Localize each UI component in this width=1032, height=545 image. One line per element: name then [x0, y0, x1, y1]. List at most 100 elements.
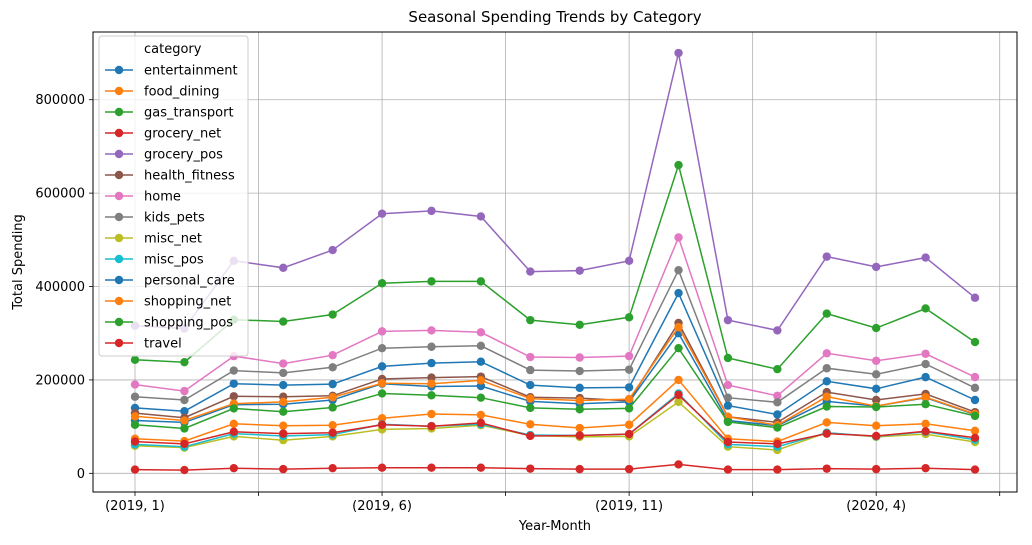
data-point: [674, 233, 683, 242]
data-point: [822, 309, 831, 318]
data-point: [427, 391, 436, 400]
data-point: [970, 372, 980, 382]
data-point: [229, 379, 239, 388]
data-point: [427, 358, 436, 368]
data-point: [377, 420, 387, 429]
data-point: [427, 206, 436, 216]
legend-entry: food_dining: [105, 85, 219, 100]
data-point: [773, 326, 782, 335]
legend-marker: [114, 128, 124, 138]
data-point: [377, 463, 387, 472]
series-line: [134, 52, 976, 332]
data-point: [130, 355, 140, 365]
legend-marker: [114, 86, 124, 96]
data-point: [180, 416, 189, 425]
data-point: [822, 418, 831, 427]
data-point: [229, 392, 239, 401]
data-point: [723, 353, 733, 363]
data-point: [575, 423, 584, 433]
data-point: [377, 362, 387, 371]
y-tick-label: 0: [77, 467, 85, 482]
data-point: [773, 465, 782, 474]
series-line: [134, 162, 976, 371]
data-point: [624, 256, 634, 266]
series-line: [134, 291, 976, 416]
data-point: [674, 343, 683, 353]
data-point: [575, 366, 584, 376]
data-point: [773, 439, 782, 449]
data-point: [723, 393, 733, 402]
data-point: [773, 398, 782, 407]
legend-label: misc_pos: [144, 253, 204, 268]
data-point: [476, 277, 486, 286]
data-point: [674, 390, 683, 400]
data-point: [229, 404, 239, 413]
data-point: [180, 357, 189, 367]
data-point: [377, 343, 387, 353]
data-point: [526, 420, 535, 429]
y-tick-label: 600000: [35, 187, 85, 202]
legend-marker: [114, 212, 124, 222]
legend-marker: [114, 149, 124, 159]
data-point: [674, 265, 683, 275]
data-point: [377, 378, 387, 388]
x-axis: (2019, 1) (2019, 6) (2019, 11) (2020, 4): [105, 492, 1001, 514]
series-grocery-net: [130, 460, 980, 475]
series-gas-transport: [130, 160, 980, 374]
data-point: [377, 327, 387, 336]
data-point: [130, 392, 140, 401]
legend: category entertainment food_dining gas_tran…: [98, 35, 249, 357]
y-axis: 0 200000 400000 600000 800000: [35, 93, 93, 482]
data-point: [871, 431, 881, 441]
data-point: [377, 279, 387, 288]
data-point: [723, 380, 733, 390]
data-point: [575, 431, 584, 440]
data-point: [526, 315, 535, 325]
data-point: [575, 396, 584, 405]
data-point: [476, 341, 486, 351]
legend-marker: [114, 191, 124, 201]
data-point: [279, 368, 288, 378]
data-point: [921, 304, 930, 313]
data-point: [279, 263, 288, 273]
data-point: [822, 364, 831, 373]
series-personal-care: [130, 329, 980, 430]
legend-marker: [114, 65, 124, 75]
legend-label: food_dining: [144, 85, 219, 100]
legend-label: grocery_pos: [144, 148, 223, 163]
data-point: [970, 337, 980, 347]
data-point: [970, 395, 980, 405]
data-point: [871, 395, 881, 405]
data-point: [970, 465, 980, 474]
data-point: [279, 317, 288, 326]
legend-entry: travel: [105, 337, 182, 352]
x-tick-label: (2019, 1): [105, 499, 165, 514]
data-point: [822, 429, 831, 438]
series-line: [134, 235, 976, 397]
legend-box: [98, 35, 249, 357]
legend-entry: gas_transport: [105, 106, 234, 121]
data-point: [328, 421, 337, 430]
legend-entry: home: [105, 190, 181, 205]
data-point: [279, 429, 288, 438]
data-point: [970, 411, 980, 421]
data-point: [575, 266, 584, 275]
data-point: [921, 400, 930, 409]
legend-entry: personal_care: [105, 274, 235, 289]
data-point: [674, 375, 683, 385]
data-point: [624, 383, 634, 392]
data-point: [377, 414, 387, 423]
legend-label: personal_care: [144, 274, 235, 289]
series-shopping-net: [130, 322, 980, 430]
data-point: [624, 404, 634, 413]
data-point: [427, 326, 436, 335]
data-point: [674, 460, 683, 469]
x-tick-label: (2019, 6): [352, 499, 412, 514]
data-point: [328, 463, 337, 473]
legend-label: misc_net: [144, 232, 202, 247]
legend-entry: grocery_pos: [105, 148, 223, 163]
data-point: [871, 370, 881, 379]
data-point: [624, 313, 634, 322]
data-point: [476, 212, 486, 221]
